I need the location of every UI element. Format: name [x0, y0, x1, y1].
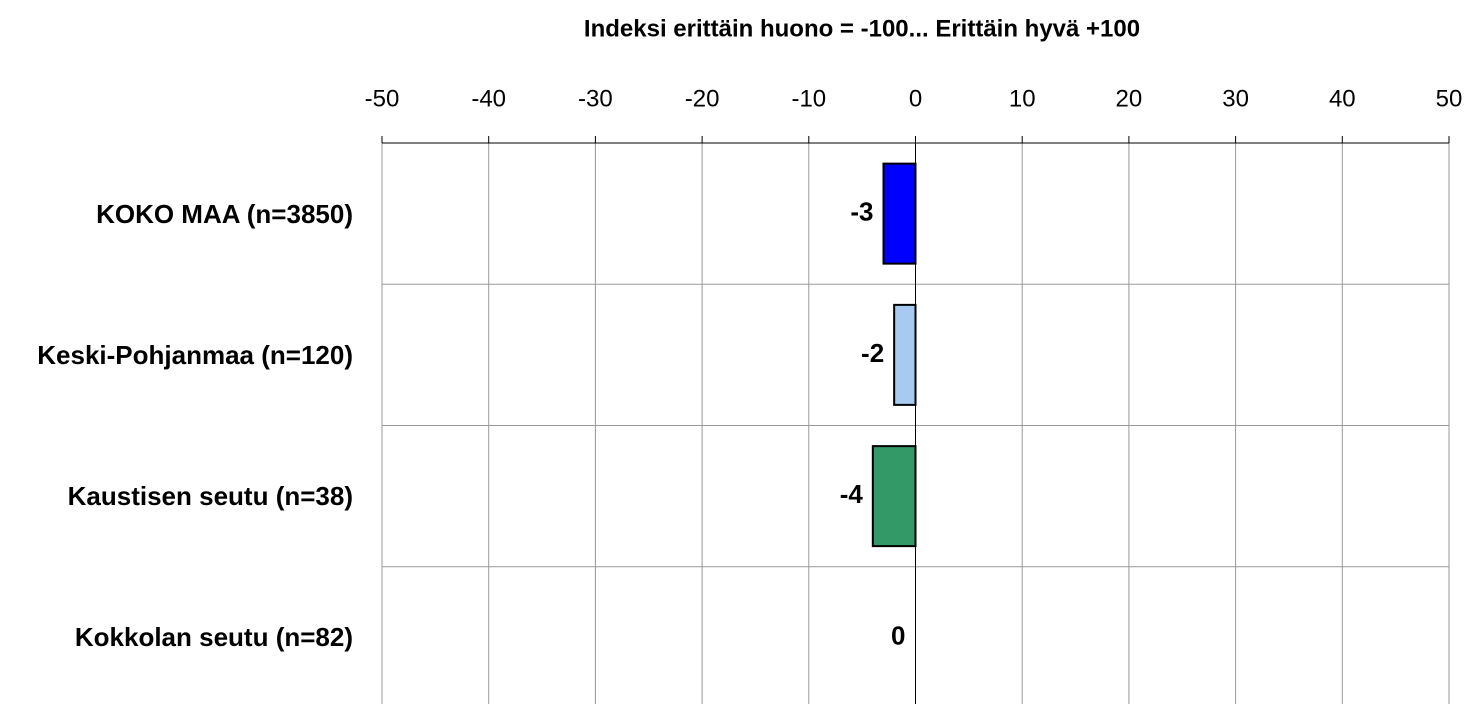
x-tick-label: 10: [1009, 85, 1036, 112]
category-label: KOKO MAA (n=3850): [96, 198, 353, 229]
x-tick-label: -20: [685, 85, 720, 112]
data-label: 0: [891, 620, 905, 650]
data-label: -3: [850, 197, 873, 227]
x-tick-label: -50: [365, 85, 400, 112]
category-label: Kokkolan seutu (n=82): [74, 622, 353, 653]
x-tick-label: 40: [1329, 85, 1356, 112]
x-tick-label: -30: [578, 85, 613, 112]
x-tick-label: 0: [909, 85, 922, 112]
x-tick-label: 50: [1436, 85, 1463, 112]
bar: [882, 162, 917, 265]
bar: [871, 445, 917, 548]
x-tick-label: 30: [1222, 85, 1249, 112]
data-label: -4: [840, 479, 864, 509]
category-label: Kaustisen seutu (n=38): [67, 481, 353, 512]
bar: [893, 303, 917, 406]
category-label: Keski-Pohjanmaa (n=120): [37, 339, 353, 370]
x-tick-label: 20: [1116, 85, 1143, 112]
x-tick-label: -10: [791, 85, 826, 112]
x-tick-label: -40: [471, 85, 506, 112]
data-label: -2: [861, 338, 884, 368]
chart-title: Indeksi erittäin huono = -100... Erittäi…: [584, 15, 1140, 42]
